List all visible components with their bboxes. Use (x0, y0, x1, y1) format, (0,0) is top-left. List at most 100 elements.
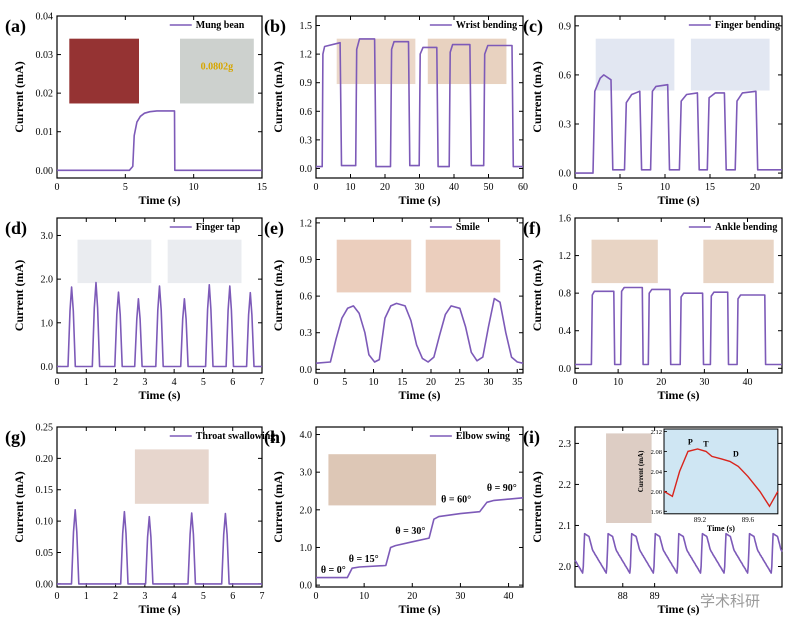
inset-feature-label: D (733, 449, 739, 458)
x-tick-label: 4 (172, 377, 177, 388)
angle-annotation: θ = 30° (395, 526, 425, 537)
panel-label: (e) (264, 218, 284, 239)
y-tick-label: 1.2 (300, 218, 313, 229)
y-tick-label: 0.00 (36, 579, 54, 590)
x-tick-label: 0 (55, 182, 60, 193)
x-axis-label: Time (s) (138, 602, 180, 616)
y-tick-label: 0.0 (300, 164, 313, 175)
y-tick-label: 2.1 (559, 521, 572, 532)
x-tick-label: 2 (113, 591, 118, 602)
y-tick-label: 1.2 (559, 251, 572, 262)
y-tick-label: 0.04 (36, 12, 54, 23)
y-tick-label: 0.9 (300, 255, 313, 266)
y-tick-label: 1.0 (300, 543, 313, 554)
inset-photo (591, 239, 658, 284)
panel-1: 0.0 0.3 0.6 0.9 1.2 1.5 0 10 20 30 40 50 60 Time (s) C… (264, 15, 528, 207)
y-tick-label: 1.2 (300, 50, 313, 61)
x-axis-label: Time (s) (138, 388, 180, 402)
panel-2: 0.0 0.3 0.6 0.9 0 5 10 15 20 Time (s) Current (mA)… (523, 15, 783, 207)
y-tick-label: 4.0 (300, 430, 313, 441)
angle-annotation: θ = 60° (441, 494, 471, 505)
y-tick-label: 0.6 (300, 292, 313, 303)
x-tick-label: 40 (449, 182, 459, 193)
x-tick-label: 30 (415, 182, 425, 193)
inset-photo (336, 38, 416, 85)
plot-frame (574, 217, 783, 374)
x-tick-label: 1 (84, 591, 89, 602)
x-tick-label: 60 (518, 182, 528, 193)
legend-label: Wrist bending (456, 20, 517, 31)
y-tick-label: 3.0 (300, 468, 313, 479)
x-axis-label: Time (s) (398, 388, 440, 402)
x-tick-label: 0 (314, 377, 319, 388)
legend-label: Elbow swing (456, 431, 510, 442)
panel-label: (b) (264, 16, 286, 37)
x-tick-label: 50 (484, 182, 494, 193)
x-axis-label: Time (s) (398, 602, 440, 616)
x-tick-label: 25 (455, 377, 465, 388)
x-tick-label: 0 (55, 591, 60, 602)
legend-label: Finger tap (196, 222, 241, 233)
watermark: 学术科研 (700, 593, 760, 610)
inset-photo (606, 433, 652, 523)
y-axis-label: Current (mA) (271, 61, 285, 132)
x-tick-label: 10 (660, 182, 670, 193)
y-tick-label: 0.3 (300, 135, 313, 146)
x-tick-label: 10 (346, 182, 356, 193)
inset-photo (336, 239, 412, 293)
x-tick-label: 30 (484, 377, 494, 388)
inset-photo (180, 38, 254, 104)
x-tick-label: 5 (618, 182, 623, 193)
x-tick-label: 5 (201, 591, 206, 602)
plot-frame (574, 15, 783, 179)
y-tick-label: 0.0 (41, 362, 54, 373)
plot-frame (315, 217, 524, 374)
y-tick-label: 0.02 (36, 89, 54, 100)
legend-label: Throat swallowing (196, 431, 276, 442)
inset-feature-label: P (688, 437, 693, 446)
inset-x-tick-label: 89.2 (694, 516, 707, 524)
legend-label: Mung bean (196, 20, 245, 31)
x-axis-label: Time (s) (657, 193, 699, 207)
inset-x-axis-label: Time (s) (707, 524, 735, 533)
x-tick-label: 5 (123, 182, 128, 193)
x-tick-label: 10 (613, 377, 623, 388)
x-tick-label: 0 (573, 182, 578, 193)
inset-y-tick-label: 2.12 (651, 429, 662, 436)
x-axis-label: Time (s) (657, 602, 699, 616)
panel-label: (i) (523, 427, 540, 448)
y-tick-label: 2.0 (559, 562, 572, 573)
x-tick-label: 15 (705, 182, 715, 193)
x-tick-label: 35 (512, 377, 522, 388)
y-tick-label: 0.6 (300, 107, 313, 118)
x-tick-label: 20 (380, 182, 390, 193)
inset-photo (328, 454, 437, 506)
panel-6: 0.00 0.05 0.10 0.15 0.20 0.25 0 1 2 3 4 5 6 7 Time (s)… (5, 423, 275, 617)
inset-photo (77, 239, 152, 284)
y-tick-label: 1.0 (41, 318, 54, 329)
x-tick-label: 20 (407, 591, 417, 602)
y-tick-label: 3.0 (41, 231, 54, 242)
panel-label: (a) (5, 16, 26, 37)
x-tick-label: 7 (260, 377, 265, 388)
x-tick-label: 0 (573, 377, 578, 388)
y-tick-label: 2.0 (41, 275, 54, 286)
x-tick-label: 10 (359, 591, 369, 602)
inset-photo (703, 239, 774, 284)
y-axis-label: Current (mA) (530, 260, 544, 331)
legend-label: Finger bending (715, 20, 780, 31)
series-line (316, 497, 524, 579)
y-tick-label: 0.3 (300, 328, 313, 339)
series-line (575, 286, 782, 366)
x-tick-label: 88 (618, 591, 628, 602)
panel-label: (c) (523, 16, 543, 37)
x-axis-label: Time (s) (398, 193, 440, 207)
panel-label: (h) (264, 427, 286, 448)
plot-frame (56, 426, 263, 588)
y-axis-label: Current (mA) (12, 260, 26, 331)
x-tick-label: 20 (750, 182, 760, 193)
x-tick-label: 0 (314, 182, 319, 193)
plot-frame (56, 15, 263, 179)
